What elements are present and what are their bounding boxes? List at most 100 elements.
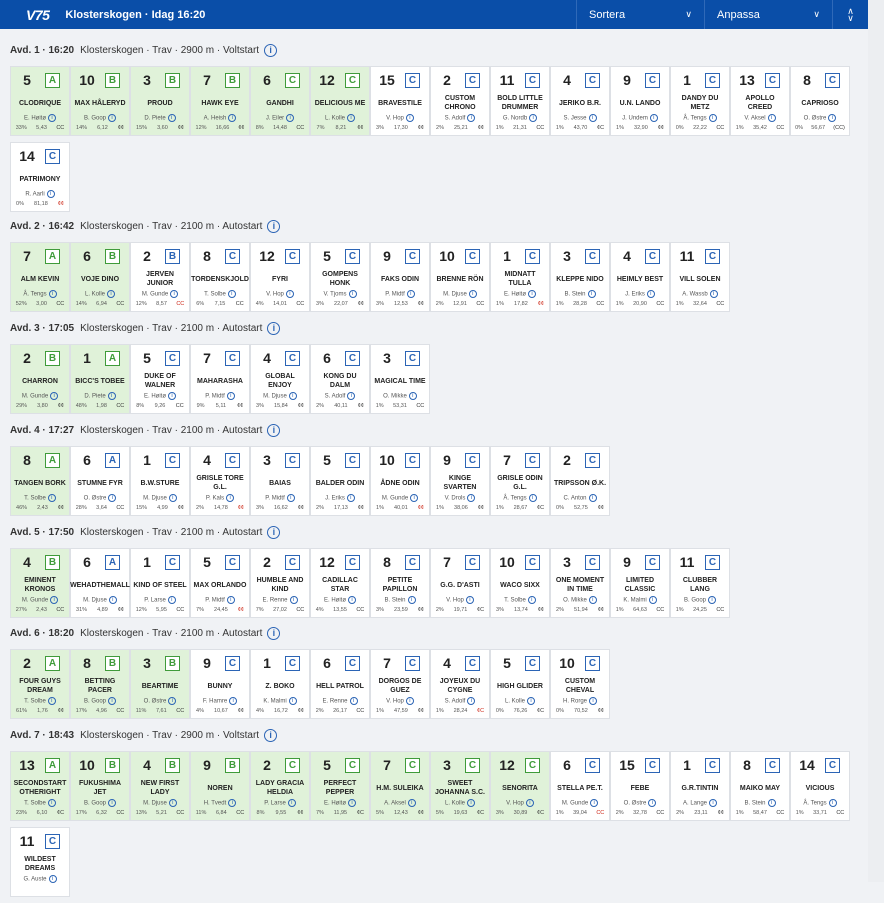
- info-icon[interactable]: i: [226, 596, 235, 604]
- info-icon[interactable]: i: [167, 596, 176, 604]
- horse-card[interactable]: 9 C LIMITED CLASSIC K. Malmi i 1% 64,63 CC: [610, 548, 670, 618]
- adjust-dropdown[interactable]: Anpassa ∨: [704, 0, 832, 29]
- horse-card[interactable]: 2 C LADY GRACIA HELDIA P. Larse i 8% 9,55 ¢¢: [250, 751, 310, 821]
- info-icon[interactable]: i: [286, 494, 295, 502]
- info-icon[interactable]: i: [289, 596, 298, 604]
- horse-card[interactable]: 5 C PERFECT PEPPER E. Høitø i 7% 11,95 ¢C: [310, 751, 370, 821]
- info-icon[interactable]: i: [407, 596, 416, 604]
- sort-dropdown[interactable]: Sortera ∨: [576, 0, 704, 29]
- horse-card[interactable]: 9 C BUNNY F. Hamre i 4% 10,67 ¢¢: [190, 649, 250, 719]
- horse-card[interactable]: 1 A BICC'S TOBEE D. Piete i 48% 1,98 CC: [70, 344, 130, 414]
- info-icon[interactable]: i: [348, 290, 357, 298]
- info-icon[interactable]: i: [467, 114, 476, 122]
- info-icon[interactable]: i: [107, 392, 116, 400]
- horse-card[interactable]: 12 C FYRI V. Hop i 4% 14,01 CC: [250, 242, 310, 312]
- horse-card[interactable]: 4 C GRISLE TORE G.L. P. Kals i 2% 14,78 ¢¢: [190, 446, 250, 516]
- horse-card[interactable]: 9 C KINGE SVARTEN V. Drols i 1% 38,06 ¢¢: [430, 446, 490, 516]
- horse-card[interactable]: 2 C TRIPSSON Ø.K. C. Anton i 0% 52,75 ¢¢: [550, 446, 610, 516]
- info-icon[interactable]: i: [528, 494, 537, 502]
- info-icon[interactable]: i: [170, 290, 179, 298]
- horse-card[interactable]: 4 C JERIKO B.R. S. Jesse i 1% 43,70 ¢C: [550, 66, 610, 136]
- horse-card[interactable]: 15 C BRAVESTILE V. Hop i 3% 17,30 ¢¢: [370, 66, 430, 136]
- info-icon[interactable]: i: [587, 290, 596, 298]
- horse-card[interactable]: 5 C BALDER ODIN J. Eriks i 2% 17,13 ¢¢: [310, 446, 370, 516]
- info-icon[interactable]: i: [649, 114, 658, 122]
- info-icon[interactable]: i: [648, 596, 657, 604]
- info-icon[interactable]: i: [108, 494, 117, 502]
- info-icon[interactable]: i: [405, 697, 414, 705]
- info-icon[interactable]: i: [708, 114, 717, 122]
- horse-card[interactable]: 1 C Z. BOKO K. Malmi i 4% 16,72 ¢¢: [250, 649, 310, 719]
- info-icon[interactable]: i: [108, 799, 116, 807]
- horse-card[interactable]: 1 C MIDNATT TULLA E. Høitø i 1% 17,82 ¢¢: [490, 242, 550, 312]
- info-icon[interactable]: i: [264, 728, 278, 742]
- horse-card[interactable]: 7 C DORGOS DE GUEZ V. Hop i 1% 47,59 ¢¢: [370, 649, 430, 719]
- horse-card[interactable]: 1 C KIND OF STEEL P. Larse i 12% 5,95 CC: [130, 548, 190, 618]
- horse-card[interactable]: 5 C HIGH GLIDER L. Kolle i 0% 76,26 ¢C: [490, 649, 550, 719]
- info-icon[interactable]: i: [528, 290, 536, 298]
- info-icon[interactable]: i: [828, 114, 837, 122]
- info-icon[interactable]: i: [767, 114, 776, 122]
- horse-card[interactable]: 6 A WEHADTHEMALL M. Djuse i 31% 4,89 ¢¢: [70, 548, 130, 618]
- horse-card[interactable]: 12 C DELICIOUS ME L. Kolle i 7% 8,21 ¢¢: [310, 66, 370, 136]
- horse-card[interactable]: 6 C HELL PATROL E. Renne i 2% 26,17 CC: [310, 649, 370, 719]
- info-icon[interactable]: i: [467, 799, 475, 807]
- horse-card[interactable]: 2 C HUMBLE AND KIND E. Renne i 7% 27,02 CC: [250, 548, 310, 618]
- info-icon[interactable]: i: [527, 697, 535, 705]
- info-icon[interactable]: i: [346, 494, 355, 502]
- horse-card[interactable]: 3 C MAGICAL TIME O. Mikke i 1% 53,31 CC: [370, 344, 430, 414]
- collapse-all-button[interactable]: ∧ ∨: [832, 0, 868, 29]
- info-icon[interactable]: i: [48, 290, 57, 298]
- horse-card[interactable]: 10 C ÅDNE ODIN M. Gunde i 1% 40,01 ¢¢: [370, 446, 430, 516]
- info-icon[interactable]: i: [47, 494, 56, 502]
- info-icon[interactable]: i: [226, 392, 235, 400]
- info-icon[interactable]: i: [167, 114, 176, 122]
- horse-card[interactable]: 3 C ONE MOMENT IN TIME O. Mikke i 2% 51,94 ¢¢: [550, 548, 610, 618]
- horse-card[interactable]: 1 C G.R.TINTIN A. Lange i 2% 23,11 ¢¢: [670, 751, 730, 821]
- horse-card[interactable]: 7 B HAWK EYE A. Heish i 12% 16,66 ¢¢: [190, 66, 250, 136]
- horse-card[interactable]: 9 B NOREN H. Tvedt i 11% 6,84 CC: [190, 751, 250, 821]
- horse-card[interactable]: 7 A ALM KEVIN Å. Tengs i 52% 3,00 CC: [10, 242, 70, 312]
- info-icon[interactable]: i: [348, 799, 356, 807]
- info-icon[interactable]: i: [168, 494, 177, 502]
- horse-card[interactable]: 7 C GRISLE ODIN G.L. Å. Tengs i 1% 28,67 ¢C: [490, 446, 550, 516]
- info-icon[interactable]: i: [590, 799, 599, 807]
- info-icon[interactable]: i: [589, 697, 597, 705]
- horse-card[interactable]: 4 C HEIMLY BEST J. Eriks i 1% 20,90 CC: [610, 242, 670, 312]
- horse-card[interactable]: 7 C MAHARASHA P. Midtf i 9% 5,11 ¢¢: [190, 344, 250, 414]
- info-icon[interactable]: i: [264, 43, 278, 57]
- horse-card[interactable]: 4 C JOYEUX DU CYGNE S. Adolf i 1% 28,24 ¢C: [430, 649, 490, 719]
- info-icon[interactable]: i: [228, 799, 237, 807]
- horse-card[interactable]: 3 B PROUD D. Piete i 15% 3,60 ¢¢: [130, 66, 190, 136]
- info-icon[interactable]: i: [287, 799, 296, 807]
- horse-card[interactable]: 8 B BETTING PACER B. Goop i 17% 4,96 CC: [70, 649, 130, 719]
- info-icon[interactable]: i: [50, 392, 59, 400]
- scrollbar[interactable]: [868, 0, 884, 882]
- info-icon[interactable]: i: [48, 114, 56, 122]
- info-icon[interactable]: i: [588, 494, 597, 502]
- horse-card[interactable]: 8 C PETITE PAPILLON B. Stein i 3% 23,59 ¢¢: [370, 548, 430, 618]
- horse-card[interactable]: 1 C B.W.STURE M. Djuse i 15% 4,99 ¢¢: [130, 446, 190, 516]
- horse-card[interactable]: 2 C CUSTOM CHRONO S. Adolf i 2% 25,21 ¢¢: [430, 66, 490, 136]
- info-icon[interactable]: i: [229, 697, 238, 705]
- info-icon[interactable]: i: [107, 290, 115, 298]
- info-icon[interactable]: i: [228, 114, 237, 122]
- horse-card[interactable]: 2 A FOUR GUYS DREAM T. Solbe i 61% 1,76 ¢¢: [10, 649, 70, 719]
- info-icon[interactable]: i: [467, 697, 476, 705]
- info-icon[interactable]: i: [47, 799, 56, 807]
- info-icon[interactable]: i: [267, 525, 281, 539]
- horse-card[interactable]: 7 C H.M. SULEIKA A. Aksel i 5% 12,43 ¢¢: [370, 751, 430, 821]
- info-icon[interactable]: i: [405, 114, 414, 122]
- horse-card[interactable]: 10 B MAX HÅLERYD B. Goop i 14% 6,12 ¢¢: [70, 66, 130, 136]
- horse-card[interactable]: 9 C FAKS ODIN P. Midtf i 3% 12,53 ¢¢: [370, 242, 430, 312]
- horse-card[interactable]: 10 B FUKUSHIMA JET B. Goop i 17% 6,32 CC: [70, 751, 130, 821]
- horse-card[interactable]: 5 C DUKE OF WALNER E. Høitø i 8% 9,26 CC: [130, 344, 190, 414]
- horse-card[interactable]: 3 C BAIAS P. Midtf i 3% 16,62 ¢¢: [250, 446, 310, 516]
- horse-card[interactable]: 5 A CLODRIQUE E. Høitø i 33% 5,43 CC: [10, 66, 70, 136]
- info-icon[interactable]: i: [108, 114, 116, 122]
- horse-card[interactable]: 6 C GANDHI J. Eiler i 8% 14,48 CC: [250, 66, 310, 136]
- horse-card[interactable]: 6 C KONG DU DALM S. Adolf i 2% 40,11 ¢¢: [310, 344, 370, 414]
- horse-card[interactable]: 12 C SENORITA V. Hop i 3% 30,89 ¢C: [490, 751, 550, 821]
- info-icon[interactable]: i: [168, 799, 177, 807]
- horse-card[interactable]: 11 C BOLD LITTLE DRUMMER G. Nordb i 1% 21,31 CC: [490, 66, 550, 136]
